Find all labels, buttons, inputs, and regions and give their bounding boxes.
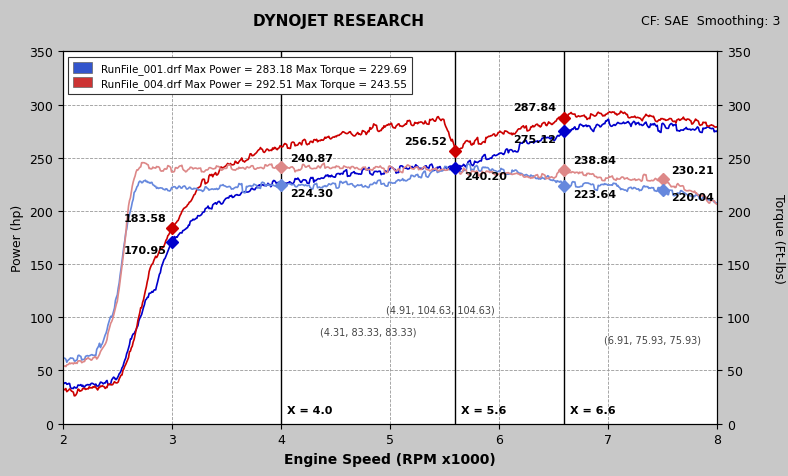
Text: 238.84: 238.84 <box>573 156 616 166</box>
Legend: RunFile_001.drf Max Power = 283.18 Max Torque = 229.69, RunFile_004.drf Max Powe: RunFile_001.drf Max Power = 283.18 Max T… <box>69 58 411 95</box>
Text: 275.12: 275.12 <box>513 135 556 145</box>
Text: 170.95: 170.95 <box>124 245 166 255</box>
Text: 256.52: 256.52 <box>404 136 447 146</box>
Text: 223.64: 223.64 <box>573 189 616 199</box>
Text: 183.58: 183.58 <box>124 214 166 224</box>
Text: X = 6.6: X = 6.6 <box>570 405 615 415</box>
Text: 240.20: 240.20 <box>464 171 507 181</box>
Text: (4.91, 104.63, 104.63): (4.91, 104.63, 104.63) <box>385 305 494 315</box>
Text: 287.84: 287.84 <box>513 103 556 113</box>
Text: (4.31, 83.33, 83.33): (4.31, 83.33, 83.33) <box>320 327 417 337</box>
X-axis label: Engine Speed (RPM x1000): Engine Speed (RPM x1000) <box>284 452 496 466</box>
Text: (6.91, 75.93, 75.93): (6.91, 75.93, 75.93) <box>604 335 701 345</box>
Text: CF: SAE  Smoothing: 3: CF: SAE Smoothing: 3 <box>641 15 780 28</box>
Text: DYNOJET RESEARCH: DYNOJET RESEARCH <box>253 14 425 29</box>
Text: X = 5.6: X = 5.6 <box>461 405 506 415</box>
Text: 220.04: 220.04 <box>671 193 714 203</box>
Text: 224.30: 224.30 <box>290 188 333 198</box>
Text: 230.21: 230.21 <box>671 165 714 175</box>
Text: X = 4.0: X = 4.0 <box>287 405 332 415</box>
Y-axis label: Torque (Ft-lbs): Torque (Ft-lbs) <box>771 193 785 283</box>
Y-axis label: Power (hp): Power (hp) <box>11 205 24 271</box>
Text: 240.87: 240.87 <box>290 154 333 164</box>
